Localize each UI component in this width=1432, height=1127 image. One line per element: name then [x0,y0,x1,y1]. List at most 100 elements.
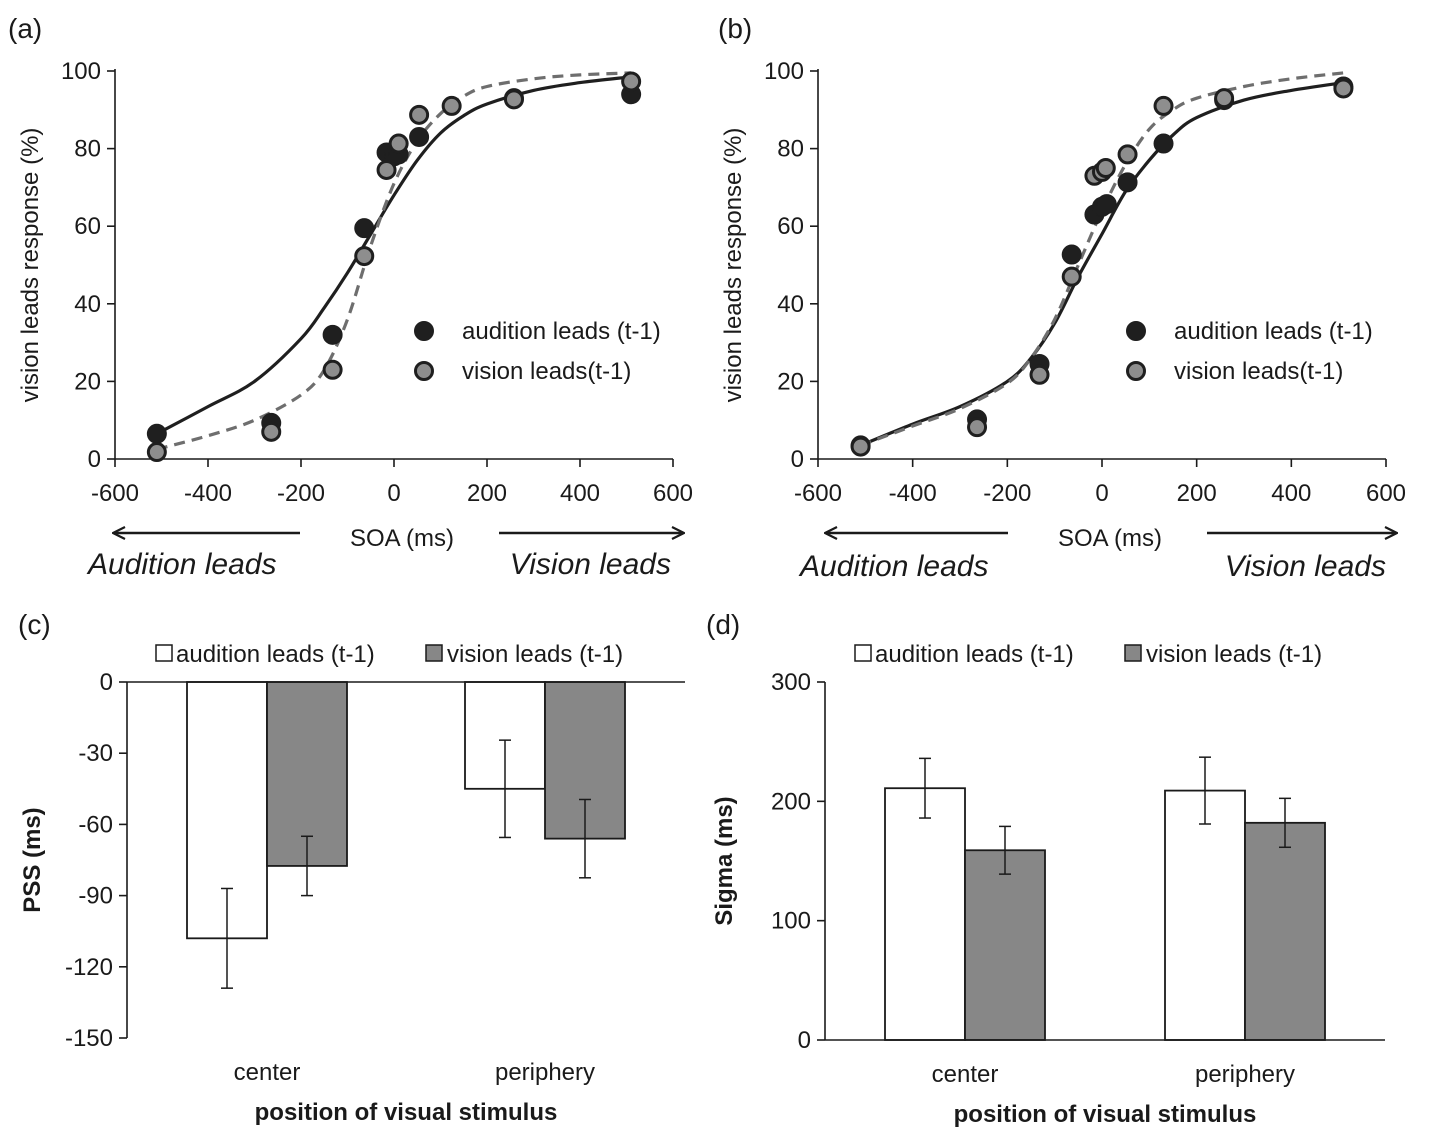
data-point-vision-leads-t-1 [441,95,462,116]
panel-label: (d) [706,609,740,640]
x-tick-label: 200 [1177,480,1217,507]
y-tick-label: 20 [74,368,101,395]
x-axis-title: SOA (ms) [1058,525,1162,552]
legend-label: vision leads (t-1) [447,641,623,668]
data-point-audition-leads-t-1 [409,126,430,147]
bar-audition-leads-t-1-periphery [1164,789,1246,1041]
panel-a: (a) 0 20 40 60 80 100 -600 -400 -200 0 200 400 600 vis… [8,13,693,581]
data-point-audition-leads-t-1 [1153,133,1174,154]
y-axis-title: PSS (ms) [19,807,46,912]
y-tick-label: 0 [88,446,101,473]
y-tick-label: 80 [777,136,804,163]
y-tick-label: 80 [74,136,101,163]
legend-label: audition leads (t-1) [176,641,375,668]
y-tick-label: 60 [777,213,804,240]
x-tick-label: -600 [794,480,842,507]
panel-d: (d) 0 100 200 300 center periphery Sigma (ms) po… [706,609,1385,1127]
y-axis-title: vision leads response (%) [17,128,44,403]
y-tick-label: 20 [777,368,804,395]
legend-label: audition leads (t-1) [875,641,1074,668]
x-tick-label: 400 [560,480,600,507]
data-point-vision-leads-t-1 [967,417,988,438]
panel-label: (b) [718,13,752,44]
x-tick-label: 0 [387,480,400,507]
legend-marker [854,644,872,662]
fit-curve-vision-leads-t-1 [156,71,632,451]
x-tick-label: 600 [1366,480,1406,507]
panel-c: (c) 0 -30 -60 -90 -120 -150 center periphery PSS … [18,609,685,1126]
direction-right-label: Vision leads [510,548,671,581]
legend-label: vision leads(t-1) [462,358,631,385]
data-point-vision-leads-t-1 [1061,266,1082,287]
legend-marker [1126,321,1146,341]
x-tick-label: -400 [889,480,937,507]
legend-label: audition leads (t-1) [462,318,661,345]
bar-vision-leads-t-1-periphery [1244,821,1326,1041]
fit-curve-vision-leads-t-1 [860,71,1344,447]
x-tick-label: -200 [277,480,325,507]
data-point-vision-leads-t-1 [409,104,430,125]
y-axis-title: Sigma (ms) [711,796,738,925]
data-point-vision-leads-t-1 [621,71,642,92]
x-tick-label: 0 [1095,480,1108,507]
data-point-audition-leads-t-1 [322,324,343,345]
data-point-vision-leads-t-1 [503,89,524,110]
x-tick-label: -400 [184,480,232,507]
data-point-vision-leads-t-1 [388,133,409,154]
x-tick-label: -200 [983,480,1031,507]
category-label: center [234,1059,301,1086]
legend-label: vision leads(t-1) [1174,358,1343,385]
data-point-vision-leads-t-1 [322,359,343,380]
data-point-audition-leads-t-1 [354,218,375,239]
data-point-vision-leads-t-1 [1333,78,1354,99]
data-point-audition-leads-t-1 [1117,172,1138,193]
fit-curve-audition-leads-t-1 [860,81,1344,447]
legend-marker [1124,644,1142,662]
bar-vision-leads-t-1-center [964,849,1046,1041]
data-point-vision-leads-t-1 [1214,88,1235,109]
y-tick-label: 0 [798,1027,811,1054]
category-label: periphery [1195,1061,1295,1088]
data-point-vision-leads-t-1 [850,436,871,457]
x-axis-title: position of visual stimulus [255,1099,558,1126]
x-axis-title: position of visual stimulus [954,1101,1257,1127]
category-label: periphery [495,1059,595,1086]
y-tick-label: 100 [61,58,101,85]
legend-marker [1126,361,1146,381]
panel-label: (c) [18,609,51,640]
legend-label: vision leads (t-1) [1146,641,1322,668]
category-label: center [932,1061,999,1088]
bar-vision-leads-t-1-center [266,681,348,867]
y-tick-label: 100 [764,58,804,85]
data-point-vision-leads-t-1 [1117,144,1138,165]
y-axis-title: vision leads response (%) [720,128,747,403]
x-tick-label: 400 [1271,480,1311,507]
x-tick-label: 600 [653,480,693,507]
data-point-vision-leads-t-1 [376,159,397,180]
y-tick-label: -60 [78,811,113,838]
legend-label: audition leads (t-1) [1174,318,1373,345]
bar-audition-leads-t-1-center [884,787,966,1041]
y-tick-label: 0 [100,669,113,696]
data-point-vision-leads-t-1 [354,246,375,267]
y-tick-label: 40 [74,291,101,318]
data-point-vision-leads-t-1 [1153,95,1174,116]
y-tick-label: 300 [771,669,811,696]
x-tick-label: -600 [91,480,139,507]
data-point-vision-leads-t-1 [1029,364,1050,385]
data-point-vision-leads-t-1 [1095,158,1116,178]
y-tick-label: -150 [65,1025,113,1052]
data-point-vision-leads-t-1 [146,442,167,463]
data-point-audition-leads-t-1 [146,423,167,444]
panel-label: (a) [8,13,42,44]
y-tick-label: 40 [777,291,804,318]
legend-marker [414,321,434,341]
legend-marker [414,361,434,381]
y-tick-label: -120 [65,954,113,981]
data-point-vision-leads-t-1 [261,421,282,442]
data-point-audition-leads-t-1 [1096,194,1117,215]
direction-right-label: Vision leads [1225,550,1386,583]
x-axis-title: SOA (ms) [350,525,454,552]
x-tick-label: 200 [467,480,507,507]
